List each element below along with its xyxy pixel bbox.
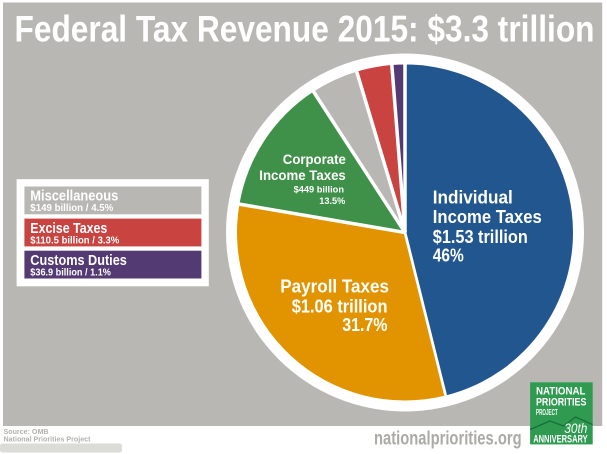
svg-text:PROJECT: PROJECT [536, 408, 558, 417]
svg-text:ANNIVERSARY: ANNIVERSARY [533, 434, 588, 446]
svg-text:30th: 30th [564, 420, 587, 436]
svg-text:Corporate: Corporate [283, 151, 346, 167]
svg-text:$149 billion / 4.5%: $149 billion / 4.5% [30, 203, 113, 214]
svg-text:Income Taxes: Income Taxes [259, 167, 346, 183]
svg-text:$1.53 trillion: $1.53 trillion [433, 227, 528, 247]
svg-text:46%: 46% [433, 245, 464, 265]
svg-text:$1.06 trillion: $1.06 trillion [292, 296, 388, 317]
svg-text:Excise Taxes: Excise Taxes [30, 221, 107, 237]
svg-text:$449 billion: $449 billion [294, 184, 345, 195]
svg-text:Individual: Individual [433, 187, 513, 207]
svg-text:nationalpriorities.org: nationalpriorities.org [374, 428, 522, 449]
svg-text:National Priorities Project: National Priorities Project [4, 437, 92, 444]
svg-text:$36.9 billion / 1.1%: $36.9 billion / 1.1% [30, 268, 111, 279]
svg-text:PRIORITIES: PRIORITIES [536, 396, 586, 408]
svg-text:NATIONAL: NATIONAL [536, 385, 586, 397]
svg-text:Payroll Taxes: Payroll Taxes [280, 276, 389, 297]
svg-text:Income Taxes: Income Taxes [433, 207, 542, 227]
svg-text:Federal Tax Revenue 2015: $3.3: Federal Tax Revenue 2015: $3.3 trillion [15, 7, 595, 49]
svg-text:Customs Duties: Customs Duties [30, 253, 127, 269]
svg-text:31.7%: 31.7% [342, 314, 387, 335]
svg-text:Miscellaneous: Miscellaneous [30, 189, 118, 205]
svg-text:Source: OMB: Source: OMB [4, 429, 49, 436]
svg-text:13.5%: 13.5% [319, 196, 345, 207]
svg-text:$110.5 billion / 3.3%: $110.5 billion / 3.3% [30, 235, 119, 246]
